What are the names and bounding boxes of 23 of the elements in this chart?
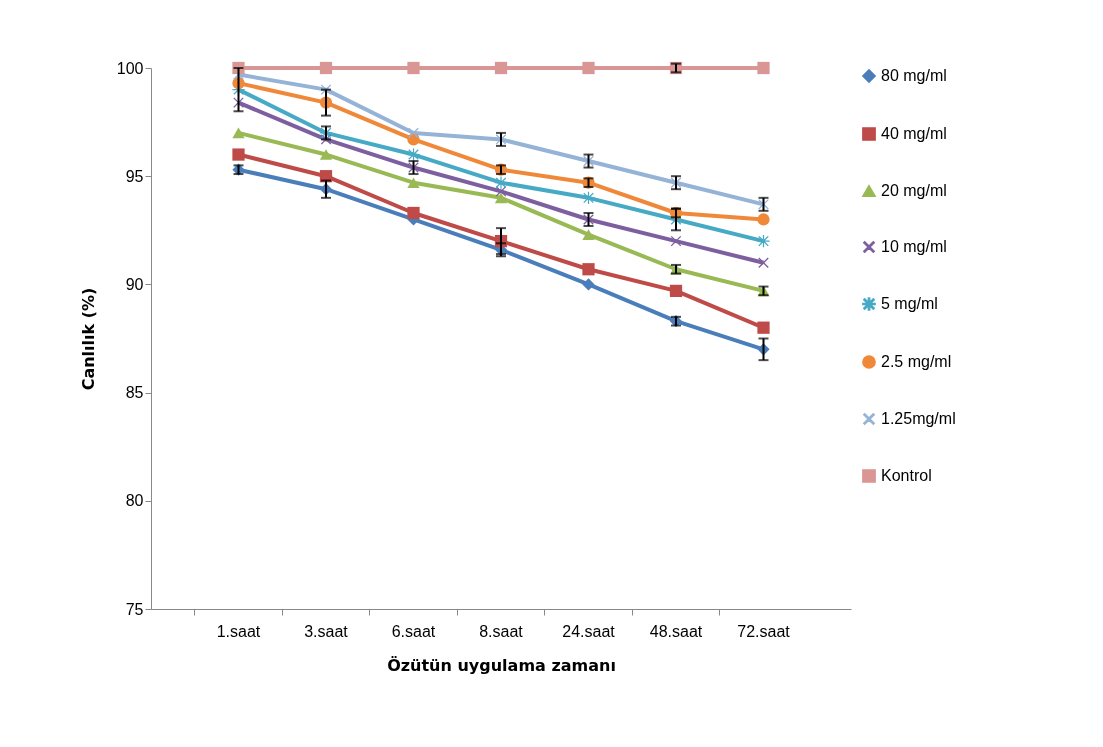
legend-label: 80 mg/ml <box>881 67 947 84</box>
y-axis-title: Canlılık (%) <box>78 287 98 391</box>
y-tick-label: 85 <box>125 384 144 402</box>
legend-label: 20 mg/ml <box>881 182 947 199</box>
x-tick-label: 6.saat <box>391 622 436 640</box>
y-tick-label: 75 <box>125 600 144 618</box>
legend-label: 5 mg/ml <box>881 295 938 312</box>
y-tick-label: 80 <box>125 492 144 510</box>
x-axis-title: Özütün uygulama zamanı <box>387 655 616 675</box>
x-tick-label: 48.saat <box>649 622 703 640</box>
x-tick-label: 24.saat <box>562 622 616 640</box>
legend-label: 1.25mg/ml <box>881 410 956 427</box>
legend-label: 40 mg/ml <box>881 125 947 142</box>
y-tick-label: 95 <box>125 167 144 185</box>
legend-label: Kontrol <box>881 467 932 484</box>
legend-label: 10 mg/ml <box>881 238 947 255</box>
y-tick-label: 100 <box>116 59 144 77</box>
y-tick-label: 90 <box>125 275 144 293</box>
legend-label: 2.5 mg/ml <box>881 353 952 370</box>
x-tick-label: 1.saat <box>216 622 261 640</box>
x-tick-label: 72.saat <box>737 622 791 640</box>
x-tick-label: 8.saat <box>479 622 524 640</box>
x-tick-label: 3.saat <box>304 622 349 640</box>
